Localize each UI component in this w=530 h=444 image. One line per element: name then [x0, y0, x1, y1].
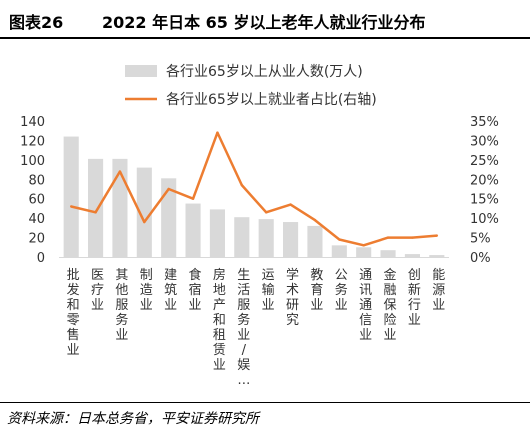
bar [209, 209, 225, 257]
line-point [240, 183, 244, 187]
chart-canvas: 各行业65岁以上从业人数(万人) 各行业65岁以上就业者占比(右轴) 0 20 40 60… [20, 64, 499, 388]
y-right-tick-label: 20% [470, 173, 499, 188]
line-point [313, 218, 317, 222]
y-left-tick-label: 80 [28, 173, 45, 188]
line-series-path [70, 131, 437, 247]
x-category-label: 批发和零售业 [67, 268, 80, 358]
line-point [362, 244, 365, 247]
y-left-tick-label: 120 [20, 134, 45, 149]
y-right-tick-label: 5% [470, 232, 491, 247]
bar [429, 255, 445, 257]
bar [307, 225, 323, 257]
bar [161, 178, 177, 257]
x-category-label: 运输业 [262, 268, 275, 313]
y-right-tick-label: 15% [470, 193, 499, 208]
line-point [216, 131, 219, 134]
x-category-label: 公务业 [335, 268, 348, 313]
bar [112, 158, 128, 257]
y-left-tick-label: 20 [28, 232, 45, 247]
x-category-label: 创新行业 [408, 268, 421, 328]
bar [136, 167, 152, 257]
figure-title: 2022 年日本 65 岁以上老年人就业行业分布 [102, 13, 426, 32]
bar [258, 219, 274, 257]
line-point [191, 197, 195, 200]
x-category-label: 金融保险业 [384, 267, 397, 343]
line-point [143, 220, 146, 224]
line-point [94, 211, 97, 214]
line-point [411, 236, 414, 239]
x-category-label: 其他服务业 [115, 268, 128, 343]
figure-label: 图表26 [9, 13, 64, 32]
x-category-label: 建筑业 [164, 268, 177, 313]
x-category-label: 制造业 [140, 268, 153, 313]
y-right-tick-label: 30% [470, 134, 499, 149]
legend-bar-label: 各行业65岁以上从业人数(万人) [166, 64, 363, 80]
bar [404, 254, 420, 257]
x-category-label: 教育业 [310, 267, 323, 313]
line-point [289, 203, 292, 206]
x-category-label: 生活服务业/娱… [237, 268, 250, 388]
x-category-label: 房地产和租赁业 [213, 267, 226, 373]
y-left-tick-label: 0 [37, 251, 45, 266]
x-category-label: 医疗业 [91, 268, 104, 313]
y-right-tick-label: 0% [470, 251, 491, 266]
line-point [167, 187, 170, 191]
line-point [118, 170, 122, 173]
line-point [338, 238, 341, 241]
bar [356, 247, 372, 257]
line-point [386, 236, 390, 239]
bar [380, 250, 396, 257]
x-category-label: 能源业 [432, 268, 445, 313]
y-left-tick-label: 40 [28, 212, 45, 227]
x-category-label: 通讯通信业 [359, 268, 372, 343]
y-right-tick-label: 25% [470, 154, 499, 169]
y-right-tick-label: 35% [470, 115, 499, 130]
line-point [69, 205, 73, 208]
line-point [435, 234, 439, 237]
x-category-label: 食宿业 [189, 267, 202, 313]
y-right-tick-label: 10% [470, 212, 499, 227]
figure-header: 图表26 2022 年日本 65 岁以上老年人就业行业分布 [0, 0, 530, 38]
y-left-tick-label: 60 [28, 193, 45, 208]
bar [63, 136, 79, 257]
bar [88, 158, 104, 257]
header-divider [0, 37, 530, 39]
source-note: 资料来源：日本总务省，平安证券研究所 [7, 411, 259, 427]
legend-line-label: 各行业65岁以上就业者占比(右轴) [166, 92, 377, 108]
x-category-label: 学术研究 [286, 267, 299, 328]
y-left-tick-label: 140 [20, 115, 45, 130]
bar [331, 245, 347, 257]
bar [234, 217, 250, 257]
bar [283, 222, 299, 257]
legend-bar-swatch [125, 65, 157, 77]
line-point [264, 211, 268, 214]
y-left-tick-label: 100 [20, 154, 45, 169]
bar [185, 203, 201, 257]
footer-divider [0, 402, 530, 403]
